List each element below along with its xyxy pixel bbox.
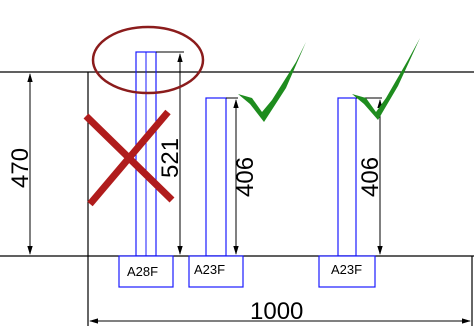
post-a23f-1-label: A23F	[194, 262, 225, 277]
post-a23f-1: 406 A23F	[188, 97, 259, 288]
cross-mark	[83, 109, 175, 207]
post-a28f: 521 A28F	[118, 51, 184, 288]
dimension-1000-text: 1000	[250, 298, 303, 325]
dimension-406-text-1: 406	[232, 157, 259, 197]
circle-highlight	[91, 25, 205, 95]
dimension-470-text: 470	[7, 148, 34, 188]
dimension-521-text: 521	[157, 138, 184, 178]
check-mark	[352, 38, 420, 120]
post-a28f-label: A28F	[127, 264, 158, 279]
frame	[0, 71, 474, 326]
dimension-406-text-2: 406	[357, 157, 384, 197]
check-mark	[238, 42, 306, 122]
post-a23f-2-label: A23F	[331, 262, 362, 277]
dimension-470: 470	[7, 73, 34, 255]
dimension-1000: 1000	[89, 298, 471, 325]
post-a23f-2: 406 A23F	[318, 97, 384, 288]
